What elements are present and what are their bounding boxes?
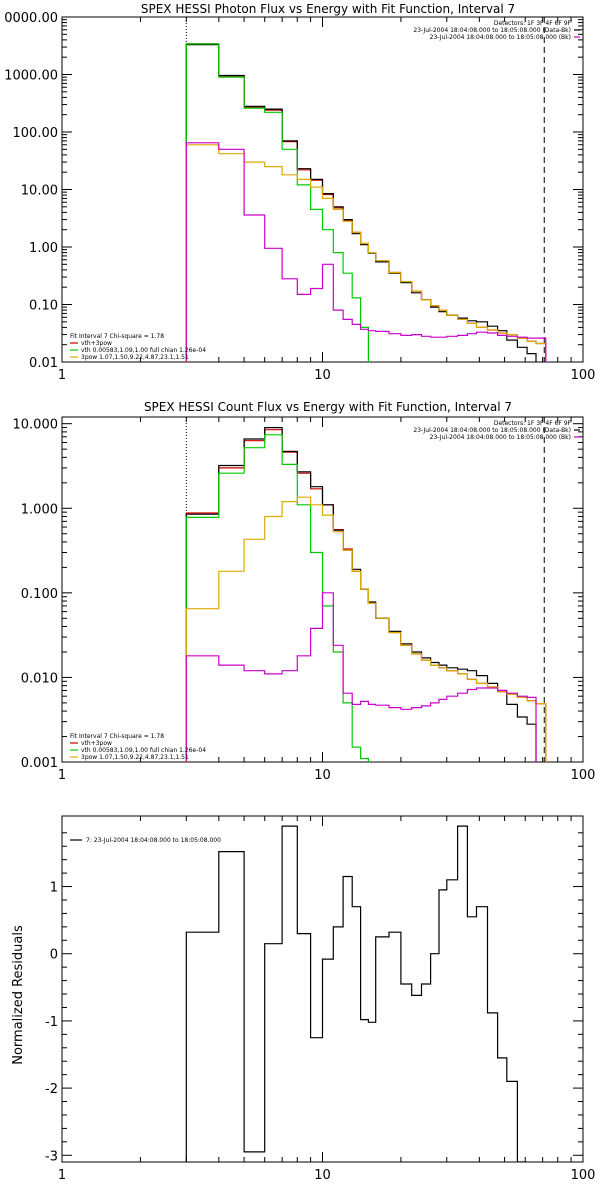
series-line-1 bbox=[185, 44, 537, 362]
y-tick-label: 100.00 bbox=[13, 126, 59, 141]
residuals-panel: Normalized Residuals 1 10 100 -3 -2 -1 0 1 7: 23… bbox=[11, 815, 596, 1183]
y-axis-ticks bbox=[62, 832, 583, 1156]
y-tick-label: 0.010 bbox=[21, 671, 58, 686]
count-flux-panel: SPEX HESSI Count Flux vs Energy with Fit… bbox=[13, 400, 596, 783]
legend-right-entry: 23-Jul-2004 18:04:08.000 to 18:05:08.000… bbox=[430, 434, 571, 441]
y-tick-label: 0.01 bbox=[29, 356, 58, 371]
y-tick-label: 0 bbox=[50, 948, 58, 963]
photon-plot-area: 1 10 100 0.01 0.10 1.00 10.00 100.00 1000.00 0000… bbox=[4, 11, 595, 383]
photon-panel-title: SPEX HESSI Photon Flux vs Energy with Fi… bbox=[141, 2, 515, 16]
y-tick-label: 0000.00 bbox=[4, 11, 58, 26]
count-plot-area: 1 10 100 0.001 0.010 0.100 1.000 10.000 Detector… bbox=[13, 416, 596, 783]
residuals-plot-area: 1 10 100 -3 -2 -1 0 1 7: 23-Jul-2004 18:04:08.00… bbox=[45, 815, 596, 1183]
y-tick-label: -1 bbox=[45, 1015, 58, 1030]
legend-left-entry: 7: 23-Jul-2004 18:04:08.000 to 18:05:08.… bbox=[86, 837, 221, 844]
x-tick-label: 10 bbox=[314, 768, 331, 783]
x-tick-label: 100 bbox=[571, 368, 596, 383]
x-tick-label: 100 bbox=[571, 1168, 596, 1183]
y-tick-label: 10.00 bbox=[21, 184, 58, 199]
x-tick-label: 100 bbox=[571, 768, 596, 783]
x-tick-label: 1 bbox=[58, 368, 66, 383]
y-tick-label: 0.100 bbox=[21, 587, 58, 602]
legend-right-entry: 23-Jul-2004 18:04:08.000 to 18:05:08.000… bbox=[430, 34, 571, 41]
series-line-0 bbox=[185, 825, 528, 1162]
x-tick-label: 10 bbox=[314, 1168, 331, 1183]
legend-left-entry: vth 0.00583,1.09,1.00 full chian 1.26e-0… bbox=[81, 347, 206, 354]
y-tick-label: -3 bbox=[45, 1149, 58, 1164]
y-tick-label: 1000.00 bbox=[4, 69, 58, 84]
x-tick-label: 1 bbox=[58, 1168, 66, 1183]
series-line-2 bbox=[185, 43, 369, 362]
legend-right-entry: Detectors: 1F 3F 4F 6F 9F bbox=[494, 20, 572, 27]
legend-left-entry: Fit Interval 7 Chi-square = 1.78 bbox=[70, 733, 164, 740]
series-line-1 bbox=[185, 427, 537, 762]
y-tick-label: 10.000 bbox=[13, 418, 59, 433]
y-tick-label: -2 bbox=[45, 1082, 58, 1097]
photon-flux-panel: SPEX HESSI Photon Flux vs Energy with Fi… bbox=[4, 2, 595, 383]
legend-left-entry: 3pow 1.07,1.50,9.22,4.87,23.1,1.51 bbox=[81, 754, 189, 761]
x-tick-label: 10 bbox=[314, 368, 331, 383]
legend-left-entry: Fit Interval 7 Chi-square = 1.78 bbox=[70, 333, 164, 340]
series-group bbox=[185, 43, 547, 362]
series-line-0 bbox=[185, 43, 547, 362]
y-axis-ticks bbox=[62, 423, 583, 763]
legend-right-entry: Detectors: 1F 3F 4F 6F 9F bbox=[494, 420, 572, 427]
residuals-y-axis-label: Normalized Residuals bbox=[11, 925, 26, 1065]
series-line-2 bbox=[185, 434, 369, 762]
legend-left-entry: vth 0.00583,1.09,1.00 full chian 1.26e-0… bbox=[81, 747, 206, 754]
legend-left-entry: 3pow 1.07,1.50,9.22,4.87,23.1,1.51 bbox=[81, 354, 189, 361]
legend-left-entry: vth+3pow bbox=[81, 740, 112, 747]
series-line-0 bbox=[185, 429, 547, 762]
series-group bbox=[185, 427, 547, 762]
y-tick-label: 1.000 bbox=[21, 502, 58, 517]
series-line-3 bbox=[185, 144, 547, 362]
x-axis-ticks bbox=[61, 17, 584, 362]
y-tick-label: 1 bbox=[50, 881, 58, 896]
y-tick-label: 0.001 bbox=[21, 756, 58, 771]
series-line-3 bbox=[185, 496, 547, 762]
y-tick-label: 1.00 bbox=[29, 241, 58, 256]
count-panel-title: SPEX HESSI Count Flux vs Energy with Fit… bbox=[144, 400, 512, 414]
legend-left-entry: vth+3pow bbox=[81, 340, 112, 347]
x-axis-ticks bbox=[61, 417, 584, 762]
series-line-4 bbox=[185, 142, 547, 362]
series-group bbox=[185, 825, 528, 1162]
y-tick-label: 0.10 bbox=[29, 299, 58, 314]
y-axis-ticks bbox=[62, 16, 583, 363]
legend-right-entry: 23-Jul-2004 18:04:08.000 to 18:05:08.000… bbox=[413, 427, 571, 434]
legend-right-entry: 23-Jul-2004 18:04:08.000 to 18:05:08.000… bbox=[413, 27, 571, 34]
x-axis-ticks bbox=[61, 816, 584, 1162]
x-tick-label: 1 bbox=[58, 768, 66, 783]
series-line-4 bbox=[185, 592, 537, 762]
